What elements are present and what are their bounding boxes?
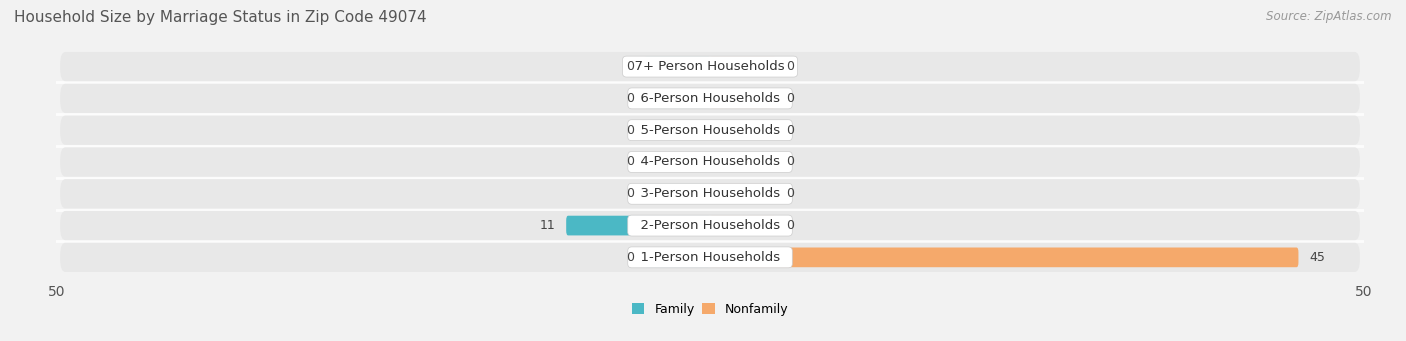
FancyBboxPatch shape: [644, 152, 710, 172]
Text: 0: 0: [786, 60, 794, 73]
Text: 45: 45: [1309, 251, 1324, 264]
FancyBboxPatch shape: [644, 248, 710, 267]
FancyBboxPatch shape: [710, 216, 776, 235]
Legend: Family, Nonfamily: Family, Nonfamily: [631, 303, 789, 316]
FancyBboxPatch shape: [644, 57, 710, 76]
FancyBboxPatch shape: [710, 184, 776, 204]
Text: Source: ZipAtlas.com: Source: ZipAtlas.com: [1267, 10, 1392, 23]
FancyBboxPatch shape: [710, 152, 776, 172]
FancyBboxPatch shape: [60, 84, 1360, 113]
FancyBboxPatch shape: [60, 52, 1360, 81]
Text: 4-Person Households: 4-Person Households: [631, 155, 789, 168]
Text: 0: 0: [626, 187, 634, 200]
Text: Household Size by Marriage Status in Zip Code 49074: Household Size by Marriage Status in Zip…: [14, 10, 426, 25]
Text: 0: 0: [786, 124, 794, 137]
Text: 0: 0: [786, 92, 794, 105]
Text: 3-Person Households: 3-Person Households: [631, 187, 789, 200]
Text: 0: 0: [786, 155, 794, 168]
Text: 6-Person Households: 6-Person Households: [631, 92, 789, 105]
Text: 0: 0: [786, 187, 794, 200]
FancyBboxPatch shape: [710, 248, 1298, 267]
Text: 0: 0: [626, 251, 634, 264]
FancyBboxPatch shape: [710, 120, 776, 140]
Text: 11: 11: [540, 219, 555, 232]
Text: 7+ Person Households: 7+ Person Households: [627, 60, 793, 73]
Text: 0: 0: [626, 92, 634, 105]
Text: 1-Person Households: 1-Person Households: [631, 251, 789, 264]
Text: 0: 0: [626, 124, 634, 137]
FancyBboxPatch shape: [644, 184, 710, 204]
Text: 0: 0: [626, 60, 634, 73]
FancyBboxPatch shape: [644, 120, 710, 140]
FancyBboxPatch shape: [60, 179, 1360, 208]
FancyBboxPatch shape: [567, 216, 710, 235]
FancyBboxPatch shape: [644, 89, 710, 108]
FancyBboxPatch shape: [60, 243, 1360, 272]
FancyBboxPatch shape: [60, 211, 1360, 240]
Text: 2-Person Households: 2-Person Households: [631, 219, 789, 232]
FancyBboxPatch shape: [60, 116, 1360, 145]
FancyBboxPatch shape: [60, 147, 1360, 177]
FancyBboxPatch shape: [710, 57, 776, 76]
Text: 0: 0: [786, 219, 794, 232]
Text: 0: 0: [626, 155, 634, 168]
FancyBboxPatch shape: [710, 89, 776, 108]
Text: 5-Person Households: 5-Person Households: [631, 124, 789, 137]
